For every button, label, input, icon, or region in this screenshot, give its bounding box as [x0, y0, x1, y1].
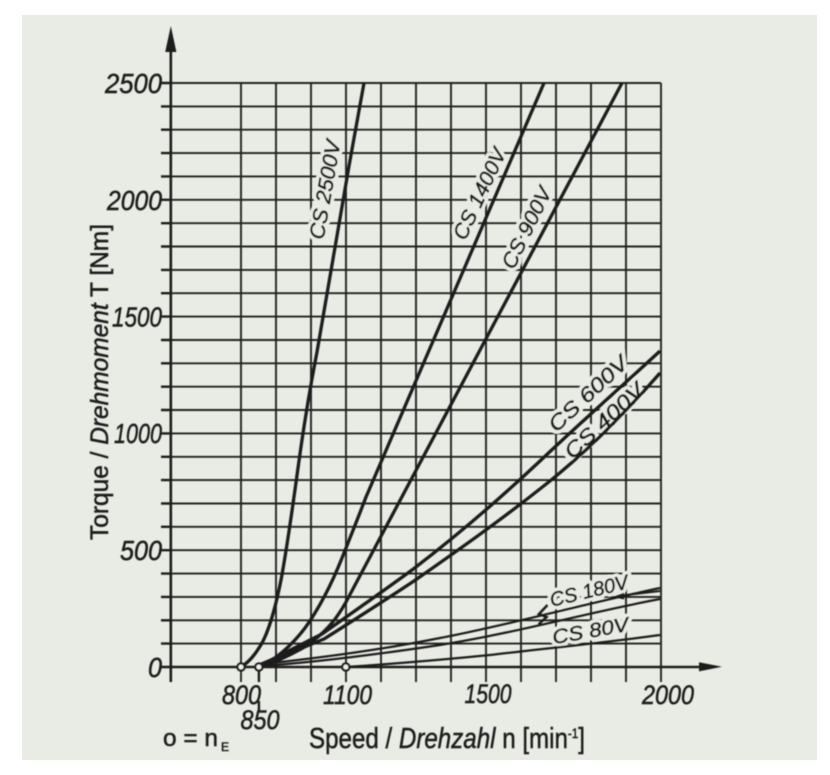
svg-text:o = n: o = n	[163, 725, 218, 752]
svg-text:Speed / Drehzahl n [min-1]: Speed / Drehzahl n [min-1]	[309, 723, 585, 755]
svg-text:1500: 1500	[112, 302, 162, 333]
svg-text:0: 0	[148, 652, 162, 683]
svg-text:1000: 1000	[114, 418, 162, 449]
svg-text:800: 800	[222, 680, 261, 710]
svg-text:2000: 2000	[641, 680, 694, 710]
svg-text:2500: 2500	[104, 68, 162, 99]
svg-text:2000: 2000	[106, 185, 162, 216]
svg-text:E: E	[221, 740, 229, 754]
svg-text:850: 850	[241, 705, 280, 735]
svg-text:Torque / Drehmoment T [Nm]: Torque / Drehmoment T [Nm]	[86, 224, 114, 540]
svg-text:500: 500	[120, 535, 162, 566]
svg-text:1100: 1100	[323, 680, 372, 710]
svg-text:1500: 1500	[465, 679, 512, 709]
